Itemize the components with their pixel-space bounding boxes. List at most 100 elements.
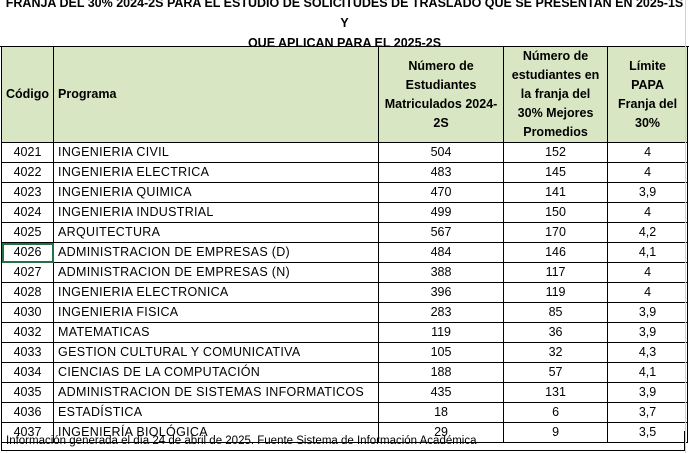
cell-matriculados[interactable]: 119	[378, 322, 505, 343]
header-programa[interactable]: Programa	[53, 46, 380, 143]
cell-matriculados[interactable]: 484	[378, 242, 505, 263]
table-row: 4024 INGENIERIA INDUSTRIAL 499 150 4	[0, 202, 689, 223]
cell-limite[interactable]: 4	[607, 282, 689, 303]
cell-codigo[interactable]: 4035	[0, 382, 55, 403]
header-matriculados[interactable]: Número de Estudiantes Matriculados 2024-…	[378, 46, 505, 143]
cell-matriculados[interactable]: 18	[378, 402, 505, 423]
cell-matriculados[interactable]: 470	[378, 182, 505, 203]
cell-codigo[interactable]: 4033	[0, 342, 55, 363]
cell-matriculados[interactable]: 29	[378, 422, 505, 443]
cell-programa[interactable]: ADMINISTRACION DE EMPRESAS (N)	[53, 262, 380, 283]
table-row: 4027 ADMINISTRACION DE EMPRESAS (N) 388 117…	[0, 262, 689, 283]
cell-limite[interactable]: 3,7	[607, 402, 689, 423]
cell-limite[interactable]: 3,5	[607, 422, 689, 443]
table-row: 4028 INGENIERIA ELECTRONICA 396 119 4	[0, 282, 689, 303]
table-row: 4022 INGENIERIA ELECTRICA 483 145 4	[0, 162, 689, 183]
cell-programa[interactable]: INGENIERIA FISICA	[53, 302, 380, 323]
cell-franja[interactable]: 150	[503, 202, 609, 223]
cell-franja[interactable]: 170	[503, 222, 609, 243]
cell-limite[interactable]: 3,9	[607, 322, 689, 343]
cell-franja[interactable]: 146	[503, 242, 609, 263]
cell-programa[interactable]: MATEMATICAS	[53, 322, 380, 343]
cell-programa[interactable]: ARQUITECTURA	[53, 222, 380, 243]
header-codigo[interactable]: Código	[0, 46, 55, 143]
cell-codigo[interactable]: 4030	[0, 302, 55, 323]
table-row: 4037 INGENIERÍA BIOLÓGICA 29 9 3,5	[0, 422, 689, 443]
cell-franja[interactable]: 141	[503, 182, 609, 203]
cell-programa[interactable]: INGENIERIA QUIMICA	[53, 182, 380, 203]
cell-matriculados[interactable]: 105	[378, 342, 505, 363]
cell-franja[interactable]: 145	[503, 162, 609, 183]
cell-franja[interactable]: 152	[503, 142, 609, 163]
table-row: 4032 MATEMATICAS 119 36 3,9	[0, 322, 689, 343]
table-row: 4025 ARQUITECTURA 567 170 4,2	[0, 222, 689, 243]
cell-codigo[interactable]: 4037	[0, 422, 55, 443]
cell-programa[interactable]: INGENIERIA ELECTRICA	[53, 162, 380, 183]
cell-codigo[interactable]: 4023	[0, 182, 55, 203]
cell-matriculados[interactable]: 188	[378, 362, 505, 383]
cell-franja[interactable]: 36	[503, 322, 609, 343]
table-row: 4023 INGENIERIA QUIMICA 470 141 3,9	[0, 182, 689, 203]
cell-matriculados[interactable]: 483	[378, 162, 505, 183]
table-row: 4030 INGENIERIA FISICA 283 85 3,9	[0, 302, 689, 323]
cell-codigo[interactable]: 4032	[0, 322, 55, 343]
cell-programa[interactable]: INGENIERÍA BIOLÓGICA	[53, 422, 380, 443]
window-edge	[685, 0, 686, 453]
cell-matriculados[interactable]: 504	[378, 142, 505, 163]
cell-programa[interactable]: INGENIERIA CIVIL	[53, 142, 380, 163]
title-line-1: FRANJA DEL 30% 2024-2S PARA EL ESTUDIO D…	[5, 0, 684, 30]
footer-note: Información generada el día 24 de abril …	[1, 431, 685, 451]
cell-matriculados[interactable]: 396	[378, 282, 505, 303]
cell-codigo[interactable]: 4034	[0, 362, 55, 383]
cell-franja[interactable]: 32	[503, 342, 609, 363]
cell-codigo[interactable]: 4028	[0, 282, 55, 303]
cell-limite[interactable]: 3,9	[607, 302, 689, 323]
cell-programa[interactable]: CIENCIAS DE LA COMPUTACIÓN	[53, 362, 380, 383]
cell-codigo[interactable]: 4025	[0, 222, 55, 243]
table-row: 4036 ESTADÍSTICA 18 6 3,7	[0, 402, 689, 423]
cell-codigo[interactable]: 4021	[0, 142, 55, 163]
cell-programa[interactable]: ADMINISTRACION DE SISTEMAS INFORMATICOS	[53, 382, 380, 403]
cell-limite[interactable]: 3,9	[607, 382, 689, 403]
cell-limite[interactable]: 3,9	[607, 182, 689, 203]
cell-codigo[interactable]: 4026	[0, 242, 55, 263]
cell-programa[interactable]: ESTADÍSTICA	[53, 402, 380, 423]
cell-programa[interactable]: GESTION CULTURAL Y COMUNICATIVA	[53, 342, 380, 363]
cell-programa[interactable]: ADMINISTRACION DE EMPRESAS (D)	[53, 242, 380, 263]
cell-limite[interactable]: 4	[607, 162, 689, 183]
cell-matriculados[interactable]: 283	[378, 302, 505, 323]
cell-franja[interactable]: 117	[503, 262, 609, 283]
header-row: Código Programa Número de Estudiantes Ma…	[0, 46, 689, 143]
cell-codigo[interactable]: 4027	[0, 262, 55, 283]
cell-franja[interactable]: 119	[503, 282, 609, 303]
cell-franja[interactable]: 6	[503, 402, 609, 423]
cell-franja[interactable]: 85	[503, 302, 609, 323]
cell-programa[interactable]: INGENIERIA ELECTRONICA	[53, 282, 380, 303]
cell-franja[interactable]: 131	[503, 382, 609, 403]
cell-limite[interactable]: 4,1	[607, 242, 689, 263]
cell-limite[interactable]: 4,2	[607, 222, 689, 243]
cell-limite[interactable]: 4	[607, 142, 689, 163]
cell-limite[interactable]: 4,1	[607, 362, 689, 383]
table-row: 4035 ADMINISTRACION DE SISTEMAS INFORMATI…	[0, 382, 689, 403]
cell-limite[interactable]: 4	[607, 202, 689, 223]
cell-matriculados[interactable]: 499	[378, 202, 505, 223]
cell-matriculados[interactable]: 435	[378, 382, 505, 403]
table-row: 4021 INGENIERIA CIVIL 504 152 4	[0, 142, 689, 163]
cell-limite[interactable]: 4,3	[607, 342, 689, 363]
sheet-title: FRANJA DEL 30% 2024-2S PARA EL ESTUDIO D…	[0, 0, 689, 50]
cell-codigo[interactable]: 4024	[0, 202, 55, 223]
header-limite[interactable]: Límite PAPA Franja del 30%	[607, 46, 689, 143]
table-row: 4034 CIENCIAS DE LA COMPUTACIÓN 188 57 4,1	[0, 362, 689, 383]
cell-limite[interactable]: 4	[607, 262, 689, 283]
cell-franja[interactable]: 57	[503, 362, 609, 383]
header-franja[interactable]: Número de estudiantes en la franja del 3…	[503, 46, 609, 143]
table-row: 4026 ADMINISTRACION DE EMPRESAS (D) 484 146…	[0, 242, 689, 263]
cell-matriculados[interactable]: 388	[378, 262, 505, 283]
table-row: 4033 GESTION CULTURAL Y COMUNICATIVA 105 32…	[0, 342, 689, 363]
cell-matriculados[interactable]: 567	[378, 222, 505, 243]
cell-codigo[interactable]: 4022	[0, 162, 55, 183]
cell-codigo[interactable]: 4036	[0, 402, 55, 423]
cell-programa[interactable]: INGENIERIA INDUSTRIAL	[53, 202, 380, 223]
